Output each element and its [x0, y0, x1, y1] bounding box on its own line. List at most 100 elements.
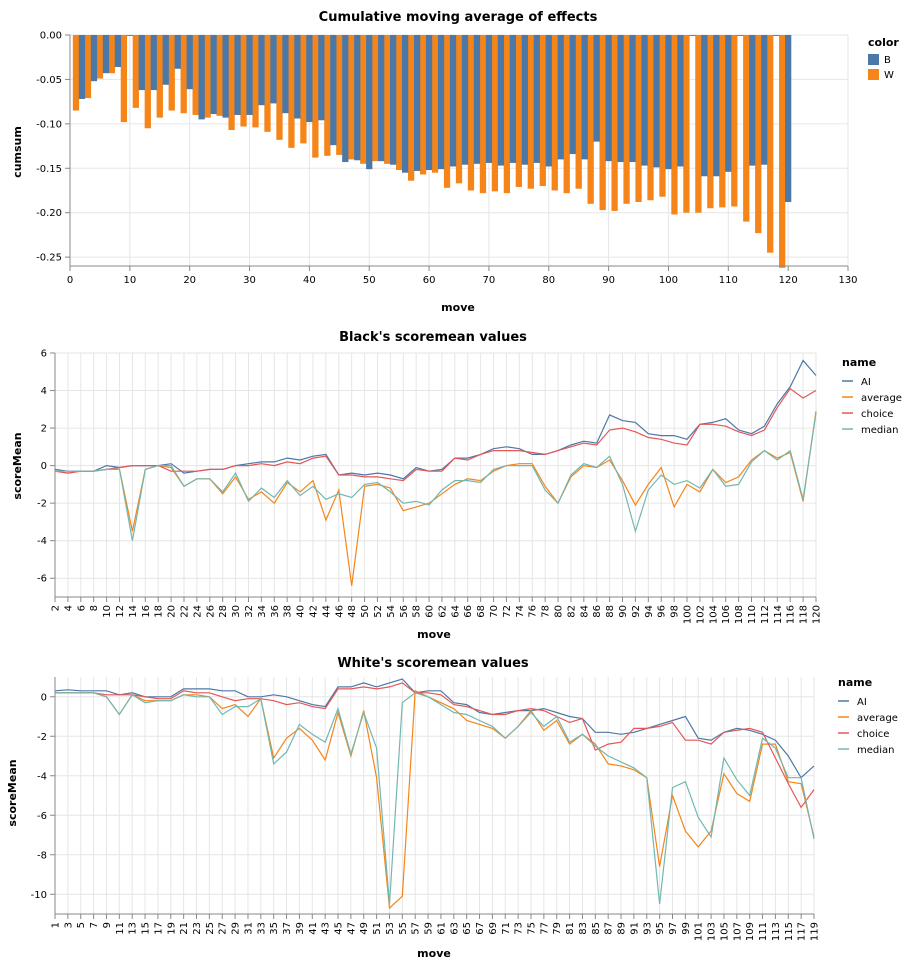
bar-w	[695, 35, 702, 213]
x-tick-label: 35	[269, 922, 280, 935]
x-tick-label: 58	[412, 605, 423, 618]
y-tick-label: 6	[41, 349, 47, 360]
x-tick-label: 78	[541, 605, 552, 618]
bar-w	[515, 35, 522, 187]
bar-b	[737, 35, 744, 36]
bar-w	[731, 35, 738, 207]
bar-w	[431, 35, 439, 173]
x-tick-label: 90	[602, 275, 615, 286]
bar-b	[437, 35, 445, 170]
x-tick-label: 66	[463, 605, 474, 618]
bar-b	[569, 35, 576, 155]
x-tick-label: 15	[141, 922, 152, 935]
bar-w	[168, 35, 175, 111]
bar-w	[767, 35, 774, 253]
bar-w	[204, 35, 211, 118]
bar-w	[384, 35, 391, 164]
x-tick-label: 71	[501, 922, 512, 935]
bar-w	[419, 35, 427, 175]
chart1-axes: 0 10 20 30 40 50 60 70 80 90 100 110 120 130 0.00 -0.05…	[36, 31, 857, 287]
y-tick-label: -6	[37, 574, 47, 585]
legend-label-average: average	[857, 713, 898, 724]
chart1-legend: color B W	[868, 36, 899, 81]
legend-label-w: W	[884, 70, 894, 81]
x-tick-label: 82	[566, 605, 577, 618]
bar-b	[665, 35, 672, 170]
x-tick-label: 33	[256, 922, 267, 935]
bar-b	[246, 35, 253, 115]
x-tick-label: 32	[244, 605, 255, 618]
x-tick-label: 103	[707, 922, 718, 941]
x-tick-label: 60	[425, 605, 436, 618]
y-tick-label: 0.00	[40, 31, 62, 42]
y-tick-label: -0.15	[36, 164, 62, 175]
x-tick-label: 107	[732, 922, 743, 941]
x-tick-label: 65	[462, 922, 473, 935]
bar-b	[330, 35, 337, 146]
x-tick-label: 28	[218, 605, 229, 618]
x-tick-label: 40	[303, 275, 316, 286]
chart2-axes: 2 4 6 8 10 12 14 16 18 20 22 24 26 28 30 32 34 36 38 40 42 44…	[37, 349, 822, 625]
bar-w	[467, 35, 475, 191]
bar-b	[366, 35, 373, 170]
x-tick-label: 114	[773, 605, 784, 624]
bar-b	[545, 35, 552, 167]
chart1-bars	[72, 35, 792, 268]
x-tick-label: 97	[668, 922, 679, 935]
chart2-legend-title: name	[842, 356, 876, 369]
bar-b	[533, 35, 540, 163]
bar-b	[593, 35, 600, 142]
chart2-lines	[54, 359, 817, 586]
chart2-title: Black's scoremean values	[339, 330, 527, 345]
bar-w	[96, 35, 104, 79]
legend-swatch-b	[868, 54, 879, 65]
bar-w	[240, 35, 247, 127]
bar-b	[629, 35, 636, 163]
x-tick-label: 4	[63, 605, 74, 611]
bar-w	[551, 35, 558, 191]
legend-label-median: median	[857, 745, 895, 756]
bar-b	[497, 35, 505, 166]
bar-b	[294, 35, 301, 119]
bar-b	[90, 35, 98, 82]
bar-b	[473, 35, 481, 164]
chart3-y-title: scoreMean	[6, 759, 19, 826]
bar-b	[162, 35, 169, 85]
white-scoremean-chart: White's scoremean values 1 3 5 7 9 11 13 15 17 19…	[6, 656, 898, 960]
bar-w	[575, 35, 582, 189]
bar-w	[527, 35, 534, 189]
x-tick-label: 3	[63, 922, 74, 928]
x-tick-label: 93	[642, 922, 653, 935]
bar-w	[635, 35, 642, 203]
bar-b	[150, 35, 157, 91]
chart2-y-title: scoreMean	[11, 432, 24, 499]
x-tick-label: 7	[89, 922, 100, 928]
chart1-y-title: cumsum	[11, 126, 24, 178]
bar-w	[611, 35, 618, 211]
bar-b	[401, 35, 409, 173]
x-tick-label: 23	[192, 922, 203, 935]
x-tick-label: 100	[683, 605, 694, 624]
x-tick-label: 0	[67, 275, 73, 286]
bar-b	[485, 35, 493, 163]
x-tick-label: 110	[719, 275, 738, 286]
bar-w	[264, 35, 271, 132]
chart2-x-title: move	[417, 628, 451, 641]
chart3-axes: 1 3 5 7 9 11 13 15 17 19 21 23 25 27 29 31 33 35 37 39 41 43 4…	[31, 677, 821, 941]
y-tick-label: -0.20	[36, 208, 62, 219]
x-tick-label: 81	[565, 922, 576, 935]
bar-b	[749, 35, 756, 166]
bar-b	[605, 35, 612, 162]
x-tick-label: 17	[153, 922, 164, 935]
bar-b	[521, 35, 528, 165]
legend-label-average: average	[861, 393, 902, 404]
y-tick-label: -8	[37, 850, 47, 861]
x-tick-label: 9	[102, 922, 113, 928]
bar-b	[773, 35, 780, 36]
chart1-legend-title: color	[868, 36, 899, 49]
x-tick-label: 55	[398, 922, 409, 935]
x-tick-label: 2	[51, 605, 62, 611]
bar-w	[144, 35, 151, 129]
y-tick-label: 0	[41, 692, 47, 703]
